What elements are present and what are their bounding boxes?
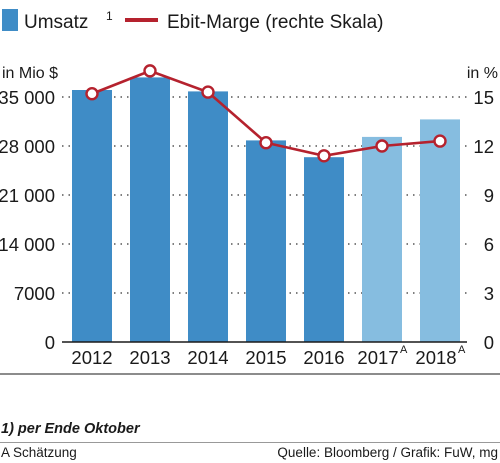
right-tick-label: 0 <box>484 332 494 353</box>
right-tick-label: 3 <box>484 283 494 304</box>
right-tick-label: 15 <box>473 87 494 108</box>
bar-2018 <box>420 119 460 343</box>
source-row: A Schätzung Quelle: Bloomberg / Grafik: … <box>0 442 500 463</box>
margin-point-2015 <box>259 136 273 150</box>
margin-line <box>85 64 447 163</box>
left-tick-label: 21 000 <box>0 185 55 206</box>
x-tick-label: 2013 <box>129 347 170 368</box>
margin-point-2014 <box>201 85 215 99</box>
left-tick-label: 14 000 <box>0 234 55 255</box>
margin-point-2013 <box>143 64 157 78</box>
legend-bar-label: Umsatz <box>24 12 88 33</box>
bar-2017 <box>362 136 402 342</box>
footnote: 1) per Ende Oktober <box>1 421 140 437</box>
x-tick-label: 2012 <box>71 347 112 368</box>
left-tick-label: 0 <box>45 332 55 353</box>
bars <box>72 77 460 343</box>
right-axis-label: in % <box>467 65 498 82</box>
x-tick-label: 2018 <box>415 347 456 368</box>
legend-bar-superscript: 1 <box>106 9 113 23</box>
x-tick-labels: 2012 2013 2014 2015 2016 2017 A 2018 A <box>71 344 466 368</box>
source-credit: Quelle: Bloomberg / Grafik: FuW, mg <box>277 445 498 460</box>
x-tick-label: 2015 <box>245 347 286 368</box>
right-tick-label: 6 <box>484 234 494 255</box>
right-tick-labels: 0 3 6 9 12 15 <box>473 87 494 353</box>
footer: 1) per Ende Oktober A Schätzung Quelle: … <box>0 418 500 463</box>
bar-2013 <box>130 77 170 343</box>
right-tick-label: 12 <box>473 136 494 157</box>
margin-point-2016 <box>317 149 331 163</box>
x-tick-label: 2014 <box>187 347 228 368</box>
x-tick-label: 2016 <box>303 347 344 368</box>
legend: Umsatz 1 Ebit-Marge (rechte Skala) <box>2 9 383 33</box>
legend-line-label: Ebit-Marge (rechte Skala) <box>167 12 383 33</box>
margin-point-2017 <box>375 139 389 153</box>
margin-point-2012 <box>85 87 99 101</box>
bar-2016 <box>304 157 344 342</box>
bar-2015 <box>246 140 286 342</box>
left-tick-label: 7000 <box>14 283 55 304</box>
x-tick-superscript: A <box>458 344 466 356</box>
right-tick-label: 9 <box>484 185 494 206</box>
x-tick-superscript: A <box>400 344 408 356</box>
bar-2012 <box>72 90 112 342</box>
left-axis-label: in Mio $ <box>2 65 58 82</box>
margin-point-2018 <box>433 134 447 148</box>
left-tick-labels: 0 7000 14 000 21 000 28 000 35 000 <box>0 87 55 353</box>
left-tick-label: 28 000 <box>0 136 55 157</box>
x-tick-label: 2017 <box>357 347 398 368</box>
left-tick-label: 35 000 <box>0 87 55 108</box>
estimate-note: A Schätzung <box>1 445 77 460</box>
legend-bar-swatch <box>2 9 18 31</box>
bar-2014 <box>188 91 228 343</box>
